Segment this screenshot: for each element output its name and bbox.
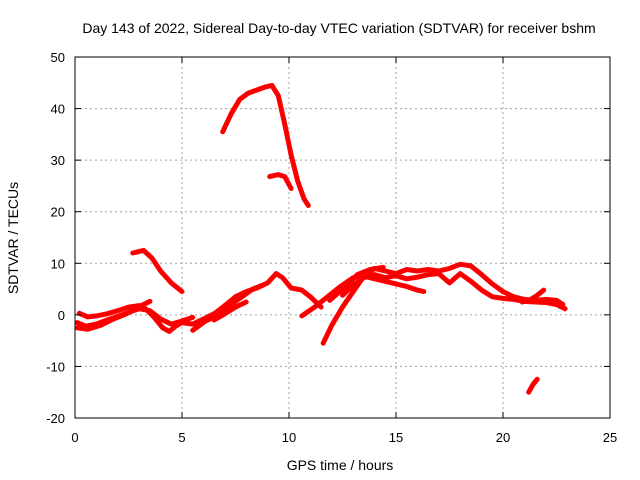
series-texture-arc-14 — [521, 289, 545, 303]
y-axis-label: SDTVAR / TECUs — [5, 182, 21, 294]
y-tick-label: -20 — [46, 411, 65, 426]
series-line-arc-8 — [220, 82, 311, 208]
series-texture-arc-4 — [132, 249, 183, 293]
series-texture-arc-15 — [528, 378, 538, 393]
series-texture-arc-12 — [341, 273, 566, 310]
series-line-arc-9 — [267, 172, 294, 191]
chart-title: Day 143 of 2022, Sidereal Day-to-day VTE… — [82, 20, 595, 36]
y-tick-label: 0 — [58, 308, 65, 323]
x-tick-label: 25 — [603, 430, 617, 445]
x-tick-label: 5 — [178, 430, 185, 445]
y-tick-label: 30 — [51, 153, 65, 168]
grid — [75, 57, 610, 418]
x-tick-label: 0 — [71, 430, 78, 445]
y-tick-label: 40 — [51, 102, 65, 117]
series-line-arc-4 — [130, 247, 185, 295]
y-tick-label: 50 — [51, 50, 65, 65]
y-tick-label: -10 — [46, 359, 65, 374]
x-axis-label: GPS time / hours — [287, 457, 394, 473]
series-line-arc-7 — [211, 299, 249, 323]
axis-ticks: 0 5 10 15 20 25 -20 -10 0 10 20 30 40 50 — [46, 50, 617, 445]
series-line-arc-3 — [74, 298, 153, 332]
series-texture-arc-13 — [329, 266, 384, 301]
series-texture-arc-2 — [78, 305, 226, 332]
series-line-arc-5 — [190, 271, 324, 333]
x-tick-label: 15 — [389, 430, 403, 445]
plot-series — [74, 82, 568, 395]
y-tick-label: 20 — [51, 205, 65, 220]
x-tick-label: 20 — [496, 430, 510, 445]
x-tick-label: 10 — [282, 430, 296, 445]
series-texture-arc-5 — [192, 273, 322, 331]
series-line-arc-6 — [196, 282, 266, 327]
y-tick-label: 10 — [51, 256, 65, 271]
series-texture-arc-8 — [222, 84, 309, 207]
series-texture-arc-6 — [198, 284, 264, 325]
series-texture-arc-9 — [269, 174, 292, 190]
plot-frame — [74, 56, 611, 419]
